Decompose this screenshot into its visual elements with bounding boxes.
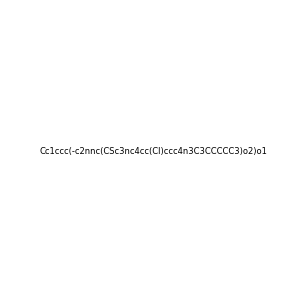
Text: Cc1ccc(-c2nnc(CSc3nc4cc(Cl)ccc4n3C3CCCCC3)o2)o1: Cc1ccc(-c2nnc(CSc3nc4cc(Cl)ccc4n3C3CCCCC… xyxy=(40,147,268,156)
